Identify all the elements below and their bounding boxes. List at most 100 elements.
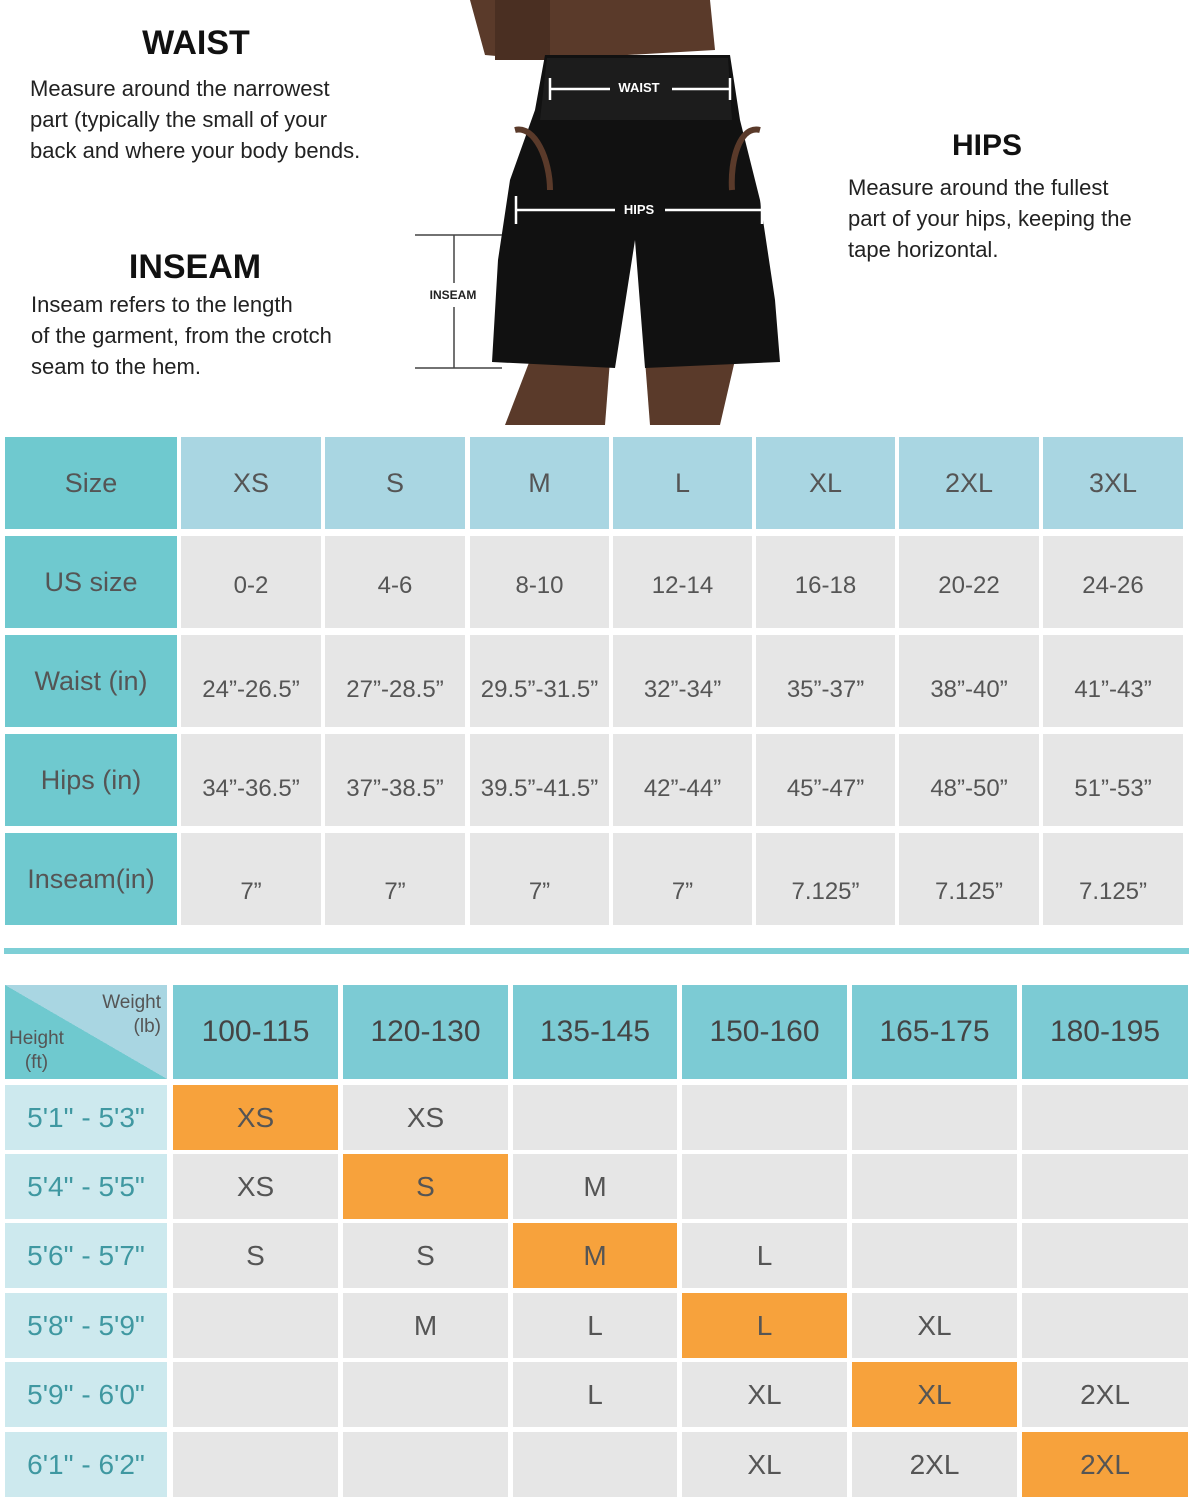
size-cell: XS bbox=[343, 1085, 508, 1150]
text-line: tape horizontal. bbox=[848, 237, 999, 262]
size-cell: 16-18 bbox=[756, 536, 895, 628]
size-cell: 2XL bbox=[852, 1432, 1017, 1497]
recommended-size: L bbox=[682, 1293, 847, 1358]
size-cell bbox=[173, 1362, 338, 1427]
corner-cell: Weight (lb) Height (ft) bbox=[5, 985, 167, 1079]
size-header-label: Size bbox=[5, 437, 177, 529]
weight-header: 135-145 bbox=[513, 985, 677, 1079]
size-cell bbox=[513, 1432, 677, 1497]
size-cell: 42”-44” bbox=[613, 734, 752, 826]
recommended-size: 2XL bbox=[1022, 1432, 1188, 1497]
text-line: Height bbox=[9, 1028, 64, 1049]
size-cell bbox=[852, 1085, 1017, 1150]
size-cell: 32”-34” bbox=[613, 635, 752, 727]
size-cell: 27”-28.5” bbox=[325, 635, 465, 727]
size-cell: XL bbox=[852, 1293, 1017, 1358]
size-cell: 29.5”-31.5” bbox=[470, 635, 609, 727]
size-cell: 35”-37” bbox=[756, 635, 895, 727]
size-cell: 24”-26.5” bbox=[181, 635, 321, 727]
size-cell: 39.5”-41.5” bbox=[470, 734, 609, 826]
row-label: Waist (in) bbox=[5, 635, 177, 727]
size-cell bbox=[513, 1085, 677, 1150]
inseam-text: Inseam refers to the length of the garmen… bbox=[31, 289, 332, 382]
row-label: US size bbox=[5, 536, 177, 628]
text-line: part of your hips, keeping the bbox=[848, 206, 1132, 231]
height-label: 6'1" - 6'2" bbox=[5, 1432, 167, 1497]
size-cell: 7” bbox=[181, 833, 321, 925]
size-cell: 20-22 bbox=[899, 536, 1039, 628]
hips-title: HIPS bbox=[951, 129, 1023, 162]
weight-header: 120-130 bbox=[343, 985, 508, 1079]
shorts-illustration bbox=[415, 0, 780, 425]
size-cell: L bbox=[513, 1362, 677, 1427]
size-cell: 7.125” bbox=[1043, 833, 1183, 925]
size-cell: 4-6 bbox=[325, 536, 465, 628]
size-header: S bbox=[325, 437, 465, 529]
text-line: Measure around the narrowest bbox=[30, 76, 330, 101]
size-cell: XL bbox=[682, 1362, 847, 1427]
inseam-title: INSEAM bbox=[128, 248, 262, 286]
size-cell: 37”-38.5” bbox=[325, 734, 465, 826]
size-header: XL bbox=[756, 437, 895, 529]
weight-header: 165-175 bbox=[852, 985, 1017, 1079]
text-line: Measure around the fullest bbox=[848, 175, 1109, 200]
text-line: of the garment, from the crotch bbox=[31, 323, 332, 348]
size-cell: 34”-36.5” bbox=[181, 734, 321, 826]
size-cell: 0-2 bbox=[181, 536, 321, 628]
text-line: part (typically the small of your bbox=[30, 107, 328, 132]
size-header: 3XL bbox=[1043, 437, 1183, 529]
size-cell: XS bbox=[173, 1154, 338, 1219]
size-cell bbox=[173, 1293, 338, 1358]
size-header: XS bbox=[181, 437, 321, 529]
size-cell: 8-10 bbox=[470, 536, 609, 628]
row-label: Hips (in) bbox=[5, 734, 177, 826]
size-header: M bbox=[470, 437, 609, 529]
hips-label: HIPS bbox=[623, 202, 655, 217]
size-cell: 24-26 bbox=[1043, 536, 1183, 628]
height-label: 5'1" - 5'3" bbox=[5, 1085, 167, 1150]
size-cell: XL bbox=[682, 1432, 847, 1497]
weight-label: Weight (lb) bbox=[102, 991, 161, 1039]
weight-header: 150-160 bbox=[682, 985, 847, 1079]
size-cell bbox=[1022, 1223, 1188, 1288]
text-line: (ft) bbox=[24, 1052, 49, 1073]
size-cell: M bbox=[343, 1293, 508, 1358]
size-cell: 12-14 bbox=[613, 536, 752, 628]
text-line: Weight bbox=[102, 992, 161, 1013]
size-cell bbox=[852, 1154, 1017, 1219]
weight-header: 180-195 bbox=[1022, 985, 1188, 1079]
waist-title: WAIST bbox=[142, 24, 250, 62]
size-cell bbox=[852, 1223, 1017, 1288]
weight-header: 100-115 bbox=[173, 985, 338, 1079]
size-cell bbox=[173, 1432, 338, 1497]
size-cell: 7.125” bbox=[899, 833, 1039, 925]
size-cell: 51”-53” bbox=[1043, 734, 1183, 826]
row-label: Inseam(in) bbox=[5, 833, 177, 925]
text-line: Inseam refers to the length bbox=[31, 292, 293, 317]
inseam-label: INSEAM bbox=[429, 288, 477, 302]
text-line: seam to the hem. bbox=[31, 354, 201, 379]
size-cell bbox=[343, 1432, 508, 1497]
height-label: 5'8" - 5'9" bbox=[5, 1293, 167, 1358]
size-cell bbox=[682, 1154, 847, 1219]
height-label: 5'6" - 5'7" bbox=[5, 1223, 167, 1288]
waist-label: WAIST bbox=[618, 80, 660, 95]
recommended-size: XL bbox=[852, 1362, 1017, 1427]
size-cell: L bbox=[682, 1223, 847, 1288]
size-cell: 38”-40” bbox=[899, 635, 1039, 727]
size-cell: 2XL bbox=[1022, 1362, 1188, 1427]
hips-text: Measure around the fullest part of your h… bbox=[848, 172, 1132, 265]
size-header: L bbox=[613, 437, 752, 529]
size-cell: 7” bbox=[325, 833, 465, 925]
size-header: 2XL bbox=[899, 437, 1039, 529]
recommended-size: M bbox=[513, 1223, 677, 1288]
size-cell: 7” bbox=[613, 833, 752, 925]
size-cell: M bbox=[513, 1154, 677, 1219]
height-label: Height (ft) bbox=[9, 1027, 64, 1075]
height-label: 5'4" - 5'5" bbox=[5, 1154, 167, 1219]
size-cell: 7.125” bbox=[756, 833, 895, 925]
waist-text: Measure around the narrowest part (typica… bbox=[30, 73, 360, 166]
text-line: back and where your body bends. bbox=[30, 138, 361, 163]
size-cell bbox=[343, 1362, 508, 1427]
